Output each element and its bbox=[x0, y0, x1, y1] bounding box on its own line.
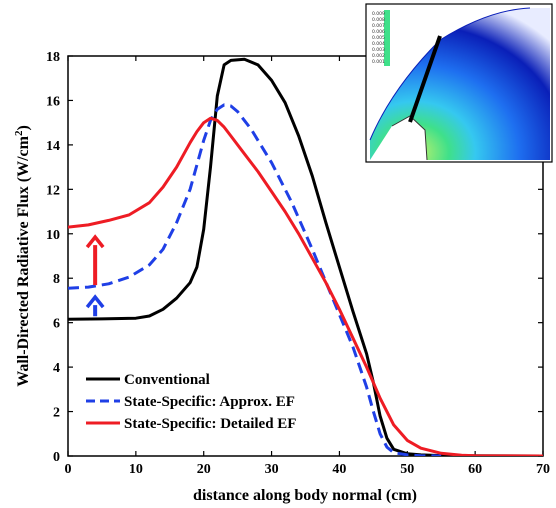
inset-colorbar-label: 0.003 bbox=[372, 47, 385, 53]
y-tick-label: 0 bbox=[53, 450, 60, 465]
inset-colorbar: 0.0090.0080.0070.0060.0050.0040.0030.002… bbox=[370, 10, 390, 66]
y-tick-label: 16 bbox=[46, 94, 60, 109]
x-tick-label: 0 bbox=[65, 462, 72, 477]
inset-colorbar-label: 0.007 bbox=[372, 23, 385, 29]
inset-sample-line bbox=[408, 35, 442, 123]
annotation-layer bbox=[85, 234, 105, 317]
annotation-arrow-head-2 bbox=[85, 294, 105, 309]
y-tick-label: 10 bbox=[46, 228, 60, 243]
annotation-arrow-head-1 bbox=[85, 234, 105, 249]
x-tick-label: 30 bbox=[265, 462, 279, 477]
inset-colorbar-label: 0.008 bbox=[372, 17, 385, 23]
inset-colorbar-label: 0.006 bbox=[372, 29, 385, 35]
y-tick-label: 14 bbox=[46, 139, 60, 154]
inset-colorbar-label: 0.009 bbox=[372, 11, 385, 17]
y-tick-label: 2 bbox=[53, 406, 60, 421]
inset-colorbar-label: 0.002 bbox=[372, 53, 385, 59]
x-tick-label: 40 bbox=[332, 462, 346, 477]
series-layer bbox=[68, 57, 543, 456]
y-axis-label: Wall-Directed Radiative Flux (W/cm2) bbox=[13, 125, 32, 387]
x-tick-label: 50 bbox=[400, 462, 414, 477]
y-tick-label: 6 bbox=[53, 317, 60, 332]
inset-flowfield-image: 0.0090.0080.0070.0060.0050.0040.0030.002… bbox=[365, 3, 553, 163]
legend-label-1: Conventional bbox=[124, 372, 210, 388]
chart-legend: Conventional State-Specific: Approx. EF St… bbox=[86, 372, 296, 432]
y-tick-label: 18 bbox=[46, 50, 60, 65]
series-line-2 bbox=[68, 103, 442, 456]
legend-label-3: State-Specific: Detailed EF bbox=[124, 416, 296, 432]
x-tick-label: 20 bbox=[197, 462, 211, 477]
y-tick-label: 8 bbox=[53, 272, 60, 287]
series-line-3 bbox=[68, 116, 543, 456]
axis-ticks: 0 10 20 30 40 50 60 70 0 2 4 6 8 10 12 14 16 18 bbox=[46, 50, 550, 477]
series-line-1 bbox=[68, 57, 543, 456]
x-tick-label: 10 bbox=[129, 462, 143, 477]
y-tick-label: 4 bbox=[53, 361, 60, 376]
x-tick-label: 70 bbox=[536, 462, 550, 477]
legend-label-2: State-Specific: Approx. EF bbox=[124, 394, 295, 410]
y-tick-label: 12 bbox=[46, 183, 60, 198]
inset-colorbar-label: 0.005 bbox=[372, 35, 385, 41]
inset-colorbar-label: 0.001 bbox=[372, 59, 385, 65]
x-axis-label: distance along body normal (cm) bbox=[193, 487, 417, 504]
plot-frame bbox=[67, 55, 544, 457]
inset-colorbar-label: 0.004 bbox=[372, 41, 385, 47]
x-tick-label: 60 bbox=[468, 462, 482, 477]
